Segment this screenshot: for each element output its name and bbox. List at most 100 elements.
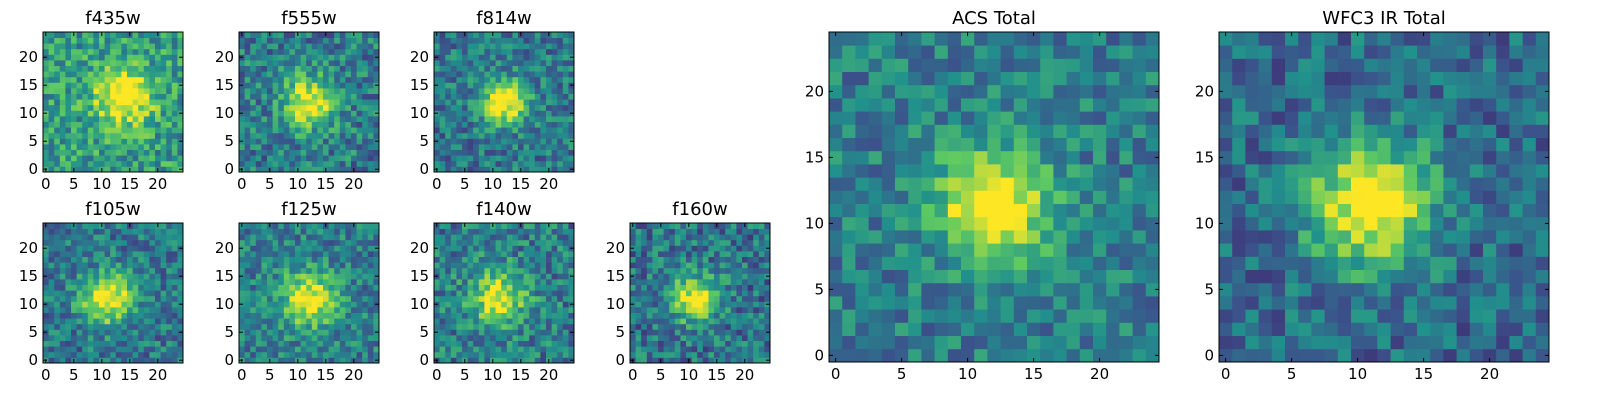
panel-title: f125w [281, 199, 336, 220]
heatmap-cell [663, 284, 670, 291]
heatmap-cell [658, 329, 664, 336]
heatmap-cell [686, 295, 692, 302]
heatmap-cell [557, 43, 564, 50]
heatmap-cell [697, 284, 704, 291]
heatmap-cell [339, 144, 346, 150]
heatmap-cell [267, 329, 273, 336]
heatmap-cell [540, 312, 547, 319]
heatmap-cell [367, 312, 374, 319]
heatmap-cell [43, 93, 49, 100]
heatmap-cell [289, 351, 296, 358]
heatmap-cell [356, 132, 363, 139]
heatmap-cell [59, 234, 66, 241]
heatmap-cell [725, 251, 732, 257]
heatmap-cell [160, 301, 167, 308]
heatmap-cell [356, 329, 363, 336]
heatmap-cell [87, 290, 94, 297]
heatmap-cell [104, 48, 111, 55]
heatmap-cell [367, 88, 374, 94]
heatmap-cell [881, 256, 896, 270]
heatmap-cell [725, 279, 732, 285]
heatmap-cell [339, 273, 346, 280]
heatmap-cell [1079, 348, 1094, 363]
heatmap-cell [48, 239, 55, 246]
heatmap-cell [323, 138, 329, 145]
heatmap-cell [495, 223, 502, 229]
heatmap-cell [65, 307, 72, 313]
heatmap-cell [255, 138, 262, 145]
heatmap-cell [300, 284, 307, 291]
heatmap-cell [495, 65, 502, 72]
heatmap-cell [54, 279, 61, 285]
heatmap-cell [473, 132, 480, 139]
heatmap-cell [373, 71, 380, 78]
heatmap-cell [523, 132, 530, 139]
heatmap-cell [267, 54, 273, 61]
heatmap-cell [171, 93, 178, 100]
heatmap-cell [1066, 203, 1081, 218]
heatmap-cell [518, 228, 524, 235]
heatmap-cell [93, 71, 100, 78]
heatmap-cell [674, 312, 681, 319]
heatmap-cell [842, 296, 856, 310]
heatmap-cell [149, 340, 156, 347]
heatmap-cell [373, 234, 380, 241]
heatmap-cell [127, 279, 133, 285]
heatmap-cell [1079, 243, 1094, 257]
heatmap-cell [339, 357, 346, 364]
heatmap-cell [506, 149, 513, 156]
heatmap-cell [166, 48, 173, 55]
heatmap-cell [1027, 282, 1041, 297]
heatmap-cell [855, 296, 869, 310]
heatmap-cell [495, 160, 502, 167]
heatmap-cell [669, 279, 676, 285]
heatmap-cell [669, 295, 676, 302]
heatmap-cell [842, 164, 856, 178]
heatmap-cell [529, 234, 536, 241]
heatmap-cell [467, 262, 474, 269]
heatmap-cell [473, 318, 480, 325]
heatmap-cell [663, 262, 670, 269]
heatmap-cell [367, 48, 374, 55]
heatmap-cell [1053, 322, 1067, 336]
heatmap-cell [244, 234, 251, 241]
x-tick-label: 15 [120, 175, 139, 193]
heatmap-cell [842, 216, 856, 231]
heatmap-cell [842, 256, 856, 270]
heatmap-cell [753, 234, 760, 241]
heatmap-cell [362, 273, 369, 280]
heatmap-cell [518, 307, 524, 313]
heatmap-cell [115, 65, 122, 72]
heatmap-cell [742, 279, 748, 285]
heatmap-cell [534, 256, 541, 263]
heatmap-cell [244, 251, 251, 257]
heatmap-cell [362, 301, 369, 308]
heatmap-cell [490, 307, 496, 313]
heatmap-cell [71, 138, 77, 145]
heatmap-cell [261, 132, 268, 139]
heatmap-cell [295, 127, 301, 134]
heatmap-cell [87, 37, 94, 44]
heatmap-cell [473, 357, 480, 364]
heatmap-cell [171, 351, 178, 358]
heatmap-cell [339, 93, 346, 100]
heatmap-cell [261, 43, 268, 50]
heatmap-cell [669, 239, 676, 246]
heatmap-cell [630, 267, 636, 274]
heatmap-cell [356, 104, 363, 111]
heatmap-cell [255, 54, 262, 61]
heatmap-cell [82, 48, 89, 55]
heatmap-cell [76, 60, 83, 66]
heatmap-cell [283, 295, 290, 302]
heatmap-cell [674, 329, 681, 336]
heatmap-cell [283, 329, 290, 336]
heatmap-cell [512, 223, 519, 229]
heatmap-cell [115, 245, 122, 252]
heatmap-cell [356, 335, 363, 341]
heatmap-cell [76, 144, 83, 150]
heatmap-cell [450, 329, 457, 336]
heatmap-cell [110, 307, 117, 313]
heatmap-cell [523, 284, 530, 291]
heatmap-cell [255, 290, 262, 297]
heatmap-cell [121, 76, 128, 83]
